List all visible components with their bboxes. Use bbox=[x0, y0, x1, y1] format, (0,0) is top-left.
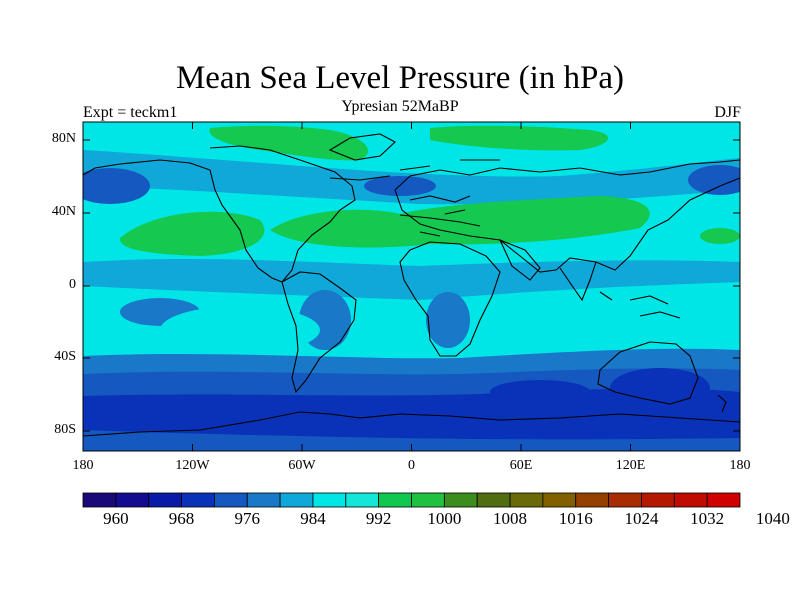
colorbar-swatch bbox=[608, 492, 642, 508]
colorbar-swatch bbox=[213, 492, 248, 508]
latitude-label: 80N bbox=[51, 131, 76, 146]
latitude-ticks bbox=[83, 139, 740, 432]
colorbar bbox=[82, 492, 741, 508]
field-south-pacific-high bbox=[160, 306, 320, 354]
coastline-southeast-asia-islands bbox=[599, 291, 681, 319]
colorbar-swatch bbox=[476, 492, 511, 508]
field-tropical-light-blue-belt bbox=[83, 259, 740, 300]
colorbar-swatch bbox=[115, 492, 150, 508]
field-southern-dark-blue-band bbox=[83, 388, 740, 440]
latitude-label: 40N bbox=[51, 204, 76, 219]
colorbar-label: 984 bbox=[300, 509, 326, 528]
colorbar-swatch bbox=[706, 492, 741, 508]
coastline-south-america bbox=[281, 271, 357, 394]
colorbar-swatch bbox=[378, 492, 412, 508]
latitude-label: 0 bbox=[69, 277, 76, 292]
map-title: Mean Sea Level Pressure (in hPa) bbox=[175, 60, 625, 96]
coastline-africa bbox=[399, 241, 501, 357]
longitude-label: 60E bbox=[509, 458, 533, 473]
season-label: DJF bbox=[714, 104, 741, 121]
field-africa-low bbox=[426, 292, 470, 348]
coastline-new-zealand bbox=[717, 394, 727, 413]
colorbar-label: 1032 bbox=[690, 509, 725, 528]
field-south-atlantic-low bbox=[490, 380, 590, 404]
field-arctic-high bbox=[209, 125, 369, 161]
colorbar-label: 960 bbox=[103, 509, 129, 528]
colorbar-swatch bbox=[246, 492, 281, 508]
colorbar-swatch bbox=[509, 492, 544, 508]
field-australian-low bbox=[610, 368, 710, 408]
coastlines bbox=[83, 133, 740, 437]
coastline-mediterranean-islands bbox=[399, 195, 481, 237]
colorbar-swatch bbox=[542, 492, 577, 508]
coastline-europe-asia bbox=[394, 159, 740, 273]
longitude-label: 0 bbox=[408, 458, 415, 473]
latitude-label: 80S bbox=[54, 422, 76, 437]
longitude-label: 60W bbox=[288, 458, 316, 473]
coastline-arctic-islands bbox=[329, 159, 500, 181]
field-aleutian-low bbox=[83, 168, 150, 204]
longitude-label: 180 bbox=[72, 458, 94, 473]
colorbar-label: 1024 bbox=[624, 509, 659, 528]
field-north-pacific-high bbox=[119, 211, 265, 256]
longitude-label: 180 bbox=[729, 458, 751, 473]
coastline-australia bbox=[597, 341, 699, 405]
colorbar-swatch bbox=[443, 492, 478, 508]
map-subtitle: Ypresian 52MaBP bbox=[341, 98, 459, 115]
colorbar-label: 1000 bbox=[427, 509, 462, 528]
field-west-atlantic-high bbox=[700, 228, 740, 244]
colorbar-swatch bbox=[575, 492, 609, 508]
colorbar-label: 1016 bbox=[558, 509, 593, 528]
longitude-label: 120E bbox=[615, 458, 646, 473]
field-northeast-high bbox=[430, 125, 609, 151]
colorbar-swatch bbox=[279, 492, 314, 508]
colorbar-label: 1040 bbox=[755, 509, 790, 528]
colorbar-label: 976 bbox=[234, 509, 261, 528]
coastline-antarctica bbox=[83, 411, 740, 437]
experiment-label: Expt = teckm1 bbox=[83, 104, 178, 121]
colorbar-label: 968 bbox=[168, 509, 195, 528]
colorbar-label: 992 bbox=[365, 509, 392, 528]
pressure-field bbox=[83, 122, 740, 451]
colorbar-swatch bbox=[181, 492, 215, 508]
latitude-label: 40S bbox=[54, 349, 76, 364]
colorbar-swatch bbox=[148, 492, 182, 508]
colorbar-swatch bbox=[673, 492, 708, 508]
colorbar-swatch bbox=[312, 492, 347, 508]
colorbar-swatch bbox=[641, 492, 675, 508]
colorbar-swatch bbox=[82, 492, 117, 508]
coastline-greenland bbox=[328, 133, 396, 161]
field-south-indian-high bbox=[495, 304, 635, 352]
colorbar-label: 1008 bbox=[493, 509, 528, 528]
field-west-pacific-low bbox=[688, 165, 740, 195]
longitude-ticks bbox=[82, 122, 741, 451]
colorbar-swatch bbox=[411, 492, 445, 508]
colorbar-swatch bbox=[345, 492, 380, 508]
coastline-arabia-india bbox=[498, 238, 597, 302]
longitude-label: 120W bbox=[175, 458, 210, 473]
